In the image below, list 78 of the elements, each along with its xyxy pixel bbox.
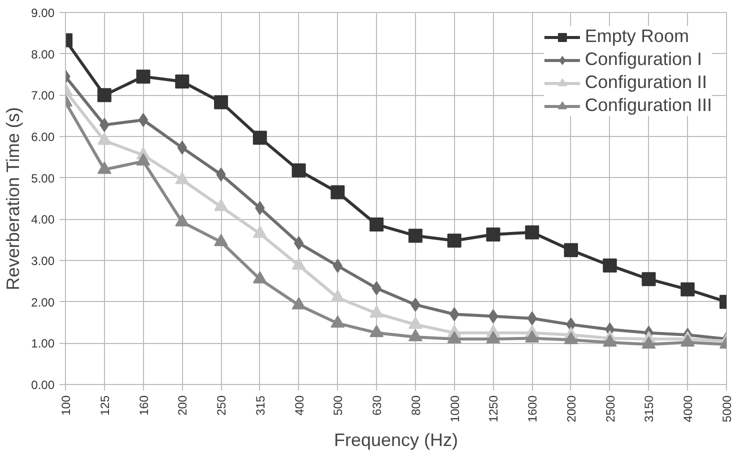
x-tick-label: 315 bbox=[253, 395, 268, 416]
point bbox=[642, 272, 656, 286]
point bbox=[525, 225, 540, 240]
x-tick-label: 500 bbox=[331, 395, 346, 416]
point bbox=[680, 334, 695, 347]
point bbox=[408, 228, 422, 243]
point bbox=[488, 309, 498, 324]
point bbox=[252, 130, 267, 145]
x-tick-label: 125 bbox=[98, 395, 112, 416]
point bbox=[292, 257, 306, 270]
point bbox=[136, 153, 150, 166]
point bbox=[175, 74, 190, 89]
point bbox=[136, 70, 150, 84]
x-tick-label: 3150 bbox=[642, 395, 656, 422]
y-tick-label: 9.00 bbox=[31, 6, 55, 20]
point bbox=[680, 282, 695, 296]
y-tick-label: 0.00 bbox=[31, 378, 55, 392]
point bbox=[175, 214, 190, 226]
point bbox=[97, 88, 112, 102]
point bbox=[408, 328, 422, 342]
point bbox=[370, 324, 384, 338]
x-tick-label: 1250 bbox=[486, 395, 501, 422]
point bbox=[175, 172, 190, 184]
point bbox=[332, 258, 343, 273]
point bbox=[602, 334, 617, 347]
legend-label: Configuration II bbox=[584, 72, 707, 93]
point bbox=[370, 305, 384, 318]
point bbox=[642, 336, 656, 349]
x-tick-label: 160 bbox=[136, 395, 151, 416]
y-axis-title: Reverberation Time (s) bbox=[3, 107, 24, 290]
point bbox=[330, 185, 345, 200]
legend-label: Configuration III bbox=[584, 95, 712, 116]
point bbox=[252, 226, 267, 238]
x-tick-label: 100 bbox=[59, 395, 73, 416]
legend-label: Empty Room bbox=[584, 26, 689, 47]
point bbox=[294, 236, 304, 250]
point bbox=[292, 163, 306, 178]
x-tick-label: 800 bbox=[408, 395, 423, 416]
point bbox=[252, 271, 267, 284]
x-tick-label: 5000 bbox=[720, 395, 734, 422]
point bbox=[564, 332, 578, 344]
x-tick-label: 630 bbox=[370, 395, 384, 416]
y-tick-label: 7.00 bbox=[31, 88, 55, 103]
point bbox=[449, 307, 460, 322]
point bbox=[486, 227, 500, 242]
point bbox=[330, 290, 345, 302]
point bbox=[138, 112, 148, 127]
y-tick-label: 3.00 bbox=[31, 254, 55, 268]
point bbox=[408, 316, 422, 329]
point bbox=[602, 258, 617, 272]
x-tick-label: 2000 bbox=[564, 395, 578, 422]
point bbox=[214, 234, 228, 246]
point bbox=[214, 198, 228, 212]
point bbox=[486, 331, 500, 344]
point bbox=[564, 243, 578, 258]
x-tick-label: 200 bbox=[176, 395, 190, 416]
point bbox=[370, 218, 384, 232]
y-tick-label: 6.00 bbox=[31, 130, 55, 144]
point bbox=[292, 297, 306, 310]
point bbox=[447, 234, 462, 248]
x-tick-label: 400 bbox=[292, 395, 306, 416]
point bbox=[330, 315, 345, 328]
y-tick-label: 8.00 bbox=[31, 47, 55, 62]
x-tick-label: 1000 bbox=[448, 395, 462, 422]
y-tick-label: 5.00 bbox=[31, 171, 55, 186]
point bbox=[525, 330, 540, 342]
x-tick-label: 4000 bbox=[681, 395, 696, 422]
y-tick-label: 1.00 bbox=[31, 336, 55, 351]
y-tick-label: 4.00 bbox=[31, 212, 55, 227]
point bbox=[214, 95, 228, 110]
x-tick-label: 2500 bbox=[603, 395, 618, 422]
x-tick-label: 1600 bbox=[526, 395, 540, 422]
point bbox=[447, 331, 462, 344]
y-tick-label: 2.00 bbox=[31, 295, 55, 310]
x-axis-title: Frequency (Hz) bbox=[334, 430, 458, 450]
point bbox=[97, 162, 112, 174]
x-tick-label: 250 bbox=[214, 395, 229, 416]
legend-label: Configuration I bbox=[584, 49, 702, 70]
